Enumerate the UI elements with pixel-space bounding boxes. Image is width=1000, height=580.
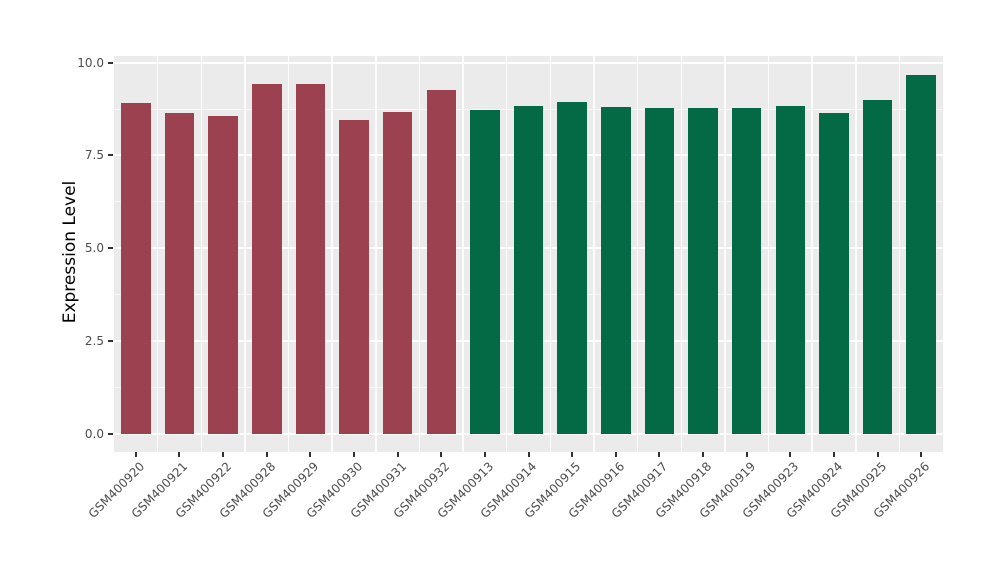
v-gridline-minor <box>156 56 159 452</box>
y-tick-label-2.5: 2.5 <box>84 334 104 349</box>
bar-GSM400924 <box>819 112 849 434</box>
x-tick-mark <box>614 452 617 457</box>
y-tick-mark <box>108 340 113 343</box>
bar-GSM400930 <box>339 119 369 434</box>
bar-GSM400918 <box>688 108 718 434</box>
x-tick-mark <box>527 452 530 457</box>
bar-GSM400920 <box>121 103 151 434</box>
x-tick-mark <box>483 452 486 457</box>
v-gridline-minor <box>244 56 246 452</box>
v-gridline-minor <box>549 56 552 452</box>
x-tick-mark <box>832 452 835 457</box>
y-tick-label-7.5: 7.5 <box>84 148 104 163</box>
bar-GSM400923 <box>775 106 805 434</box>
v-gridline-minor <box>636 56 639 452</box>
bar-GSM400929 <box>295 83 326 434</box>
y-tick-mark <box>108 154 113 157</box>
bar-GSM400914 <box>513 106 544 434</box>
y-tick-mark <box>108 247 113 250</box>
bar-GSM400919 <box>731 108 762 434</box>
bar-GSM400931 <box>382 112 413 434</box>
x-tick-mark <box>702 452 704 457</box>
y-tick-label-10.0: 10.0 <box>77 55 104 70</box>
x-tick-mark <box>789 452 792 457</box>
v-gridline-minor <box>418 56 421 452</box>
v-gridline-minor <box>855 56 857 452</box>
x-tick-mark <box>745 452 748 457</box>
v-gridline-minor <box>375 56 377 452</box>
x-tick-mark <box>658 452 661 457</box>
bar-GSM400916 <box>601 106 631 434</box>
v-gridline-minor <box>811 56 813 452</box>
x-tick-mark <box>396 452 399 457</box>
x-tick-mark <box>876 452 879 457</box>
x-tick-mark <box>309 452 312 457</box>
x-tick-mark <box>920 452 923 457</box>
v-gridline-minor <box>593 56 595 452</box>
x-tick-mark <box>134 452 137 457</box>
h-gridline-major <box>114 61 943 64</box>
bar-GSM400913 <box>470 110 500 434</box>
v-gridline-minor <box>898 56 901 452</box>
v-gridline-minor <box>505 56 508 452</box>
y-tick-mark <box>108 61 113 64</box>
y-tick-label-0.0: 0.0 <box>84 426 104 441</box>
v-gridline-minor <box>462 56 464 452</box>
v-gridline-minor <box>724 56 726 452</box>
v-gridline-minor <box>200 56 202 452</box>
y-tick-label-5.0: 5.0 <box>84 241 104 256</box>
bar-GSM400926 <box>906 74 936 434</box>
bar-GSM400925 <box>862 100 893 434</box>
bar-GSM400928 <box>252 84 282 434</box>
x-tick-mark <box>440 452 443 457</box>
v-gridline-minor <box>767 56 770 452</box>
v-gridline-minor <box>680 56 682 452</box>
bar-GSM400922 <box>208 116 238 434</box>
bar-GSM400932 <box>426 90 456 434</box>
bar-GSM400915 <box>557 101 587 434</box>
x-tick-mark <box>222 452 225 457</box>
y-tick-mark <box>108 432 113 435</box>
x-tick-mark <box>265 452 268 457</box>
x-tick-mark <box>353 452 355 457</box>
h-gridline-major <box>114 432 943 435</box>
bar-GSM400917 <box>644 108 675 434</box>
v-gridline-minor <box>287 56 290 452</box>
bar-GSM400921 <box>164 113 195 434</box>
v-gridline-minor <box>331 56 333 452</box>
x-tick-mark <box>571 452 574 457</box>
x-tick-mark <box>178 452 181 457</box>
